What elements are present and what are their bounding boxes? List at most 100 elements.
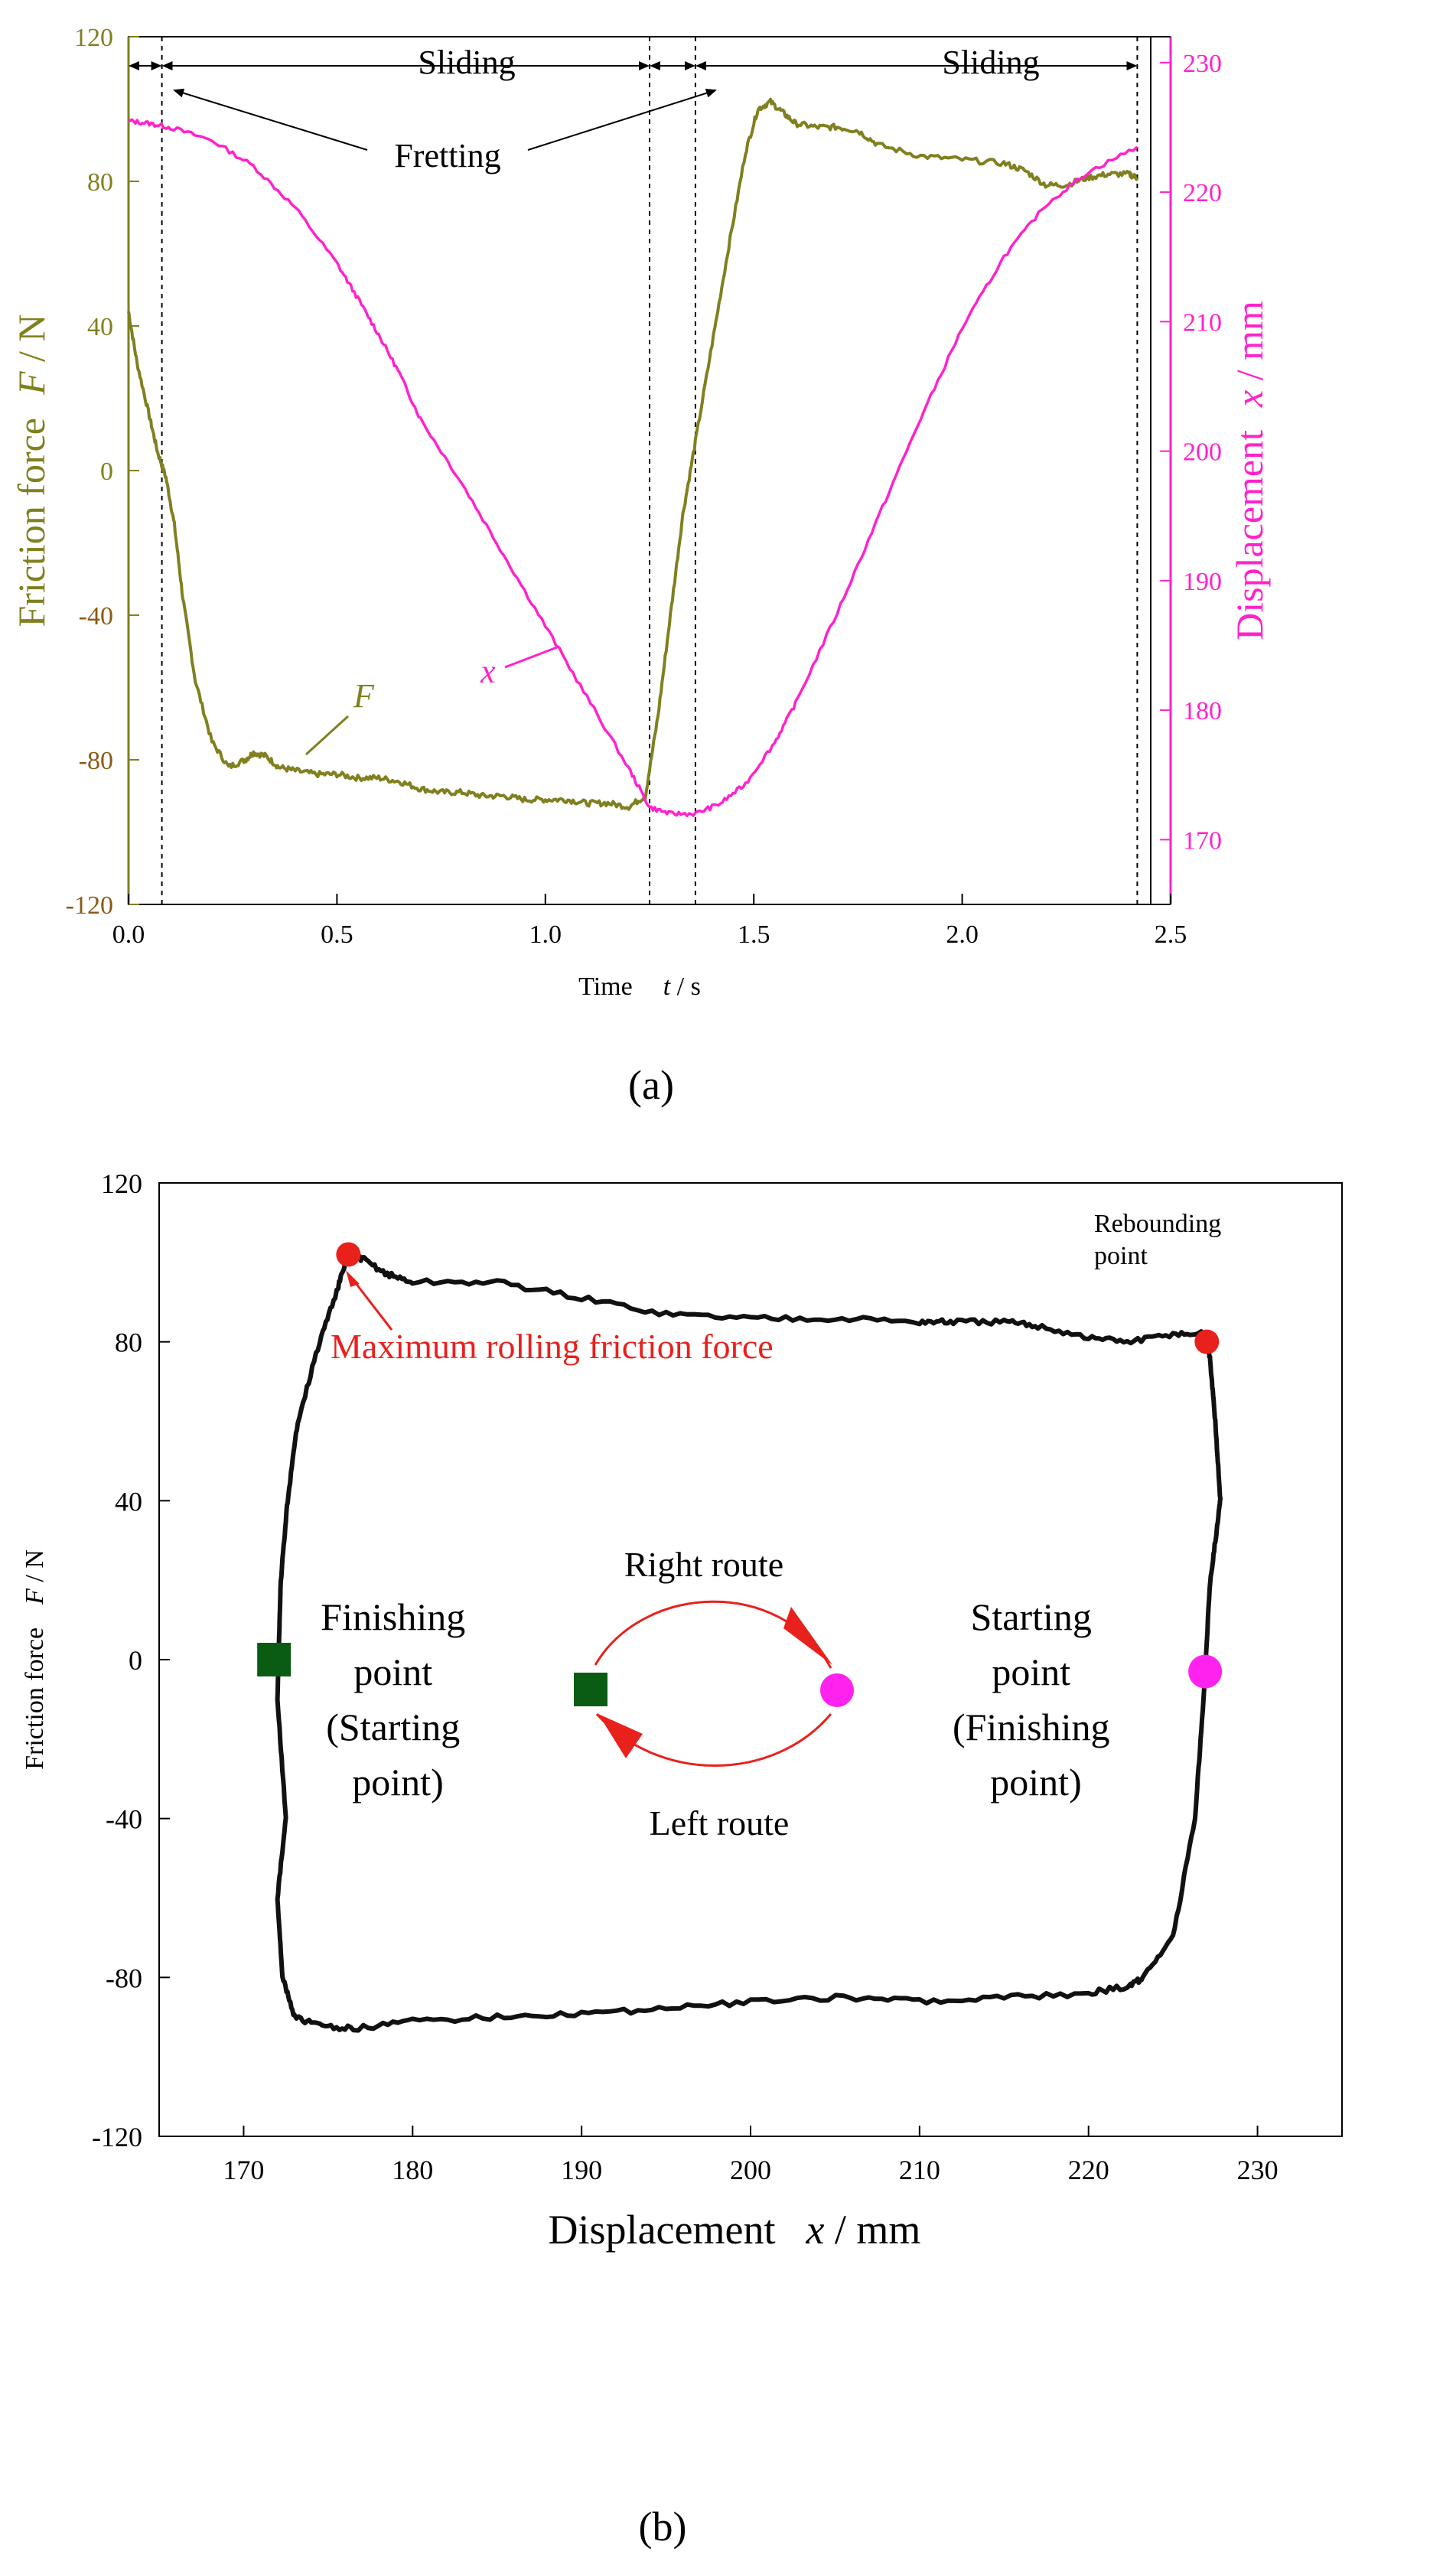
chart-a-y-left-label-var: F — [10, 371, 53, 396]
chart-b-x-label: Displacement x / mm — [549, 2207, 921, 2253]
chart-b-y-tick-label: 0 — [129, 1645, 142, 1676]
chart-b-y-tick-label: -80 — [106, 1963, 142, 1993]
chart-a-left-tick-label: -80 — [79, 747, 113, 775]
chart-a-sliding-label-2: Sliding — [942, 44, 1039, 81]
chart-b-starting-line-4: point) — [990, 1761, 1081, 1803]
chart-b-marker-finishing-square — [257, 1643, 292, 1676]
chart-b-plot-frame — [158, 1182, 1343, 2137]
chart-a-right-tick-label: 230 — [1183, 50, 1222, 78]
chart-b-x-tick-label: 210 — [899, 2155, 940, 2185]
chart-a-left-tick-label: -40 — [79, 602, 113, 630]
svg-text:Friction forceF / N: Friction force F / N — [21, 1549, 49, 1770]
chart-b-right-route-arrowhead — [783, 1607, 832, 1665]
chart-b: 170 180 190 200 210 220 230 120 80 40 0 -40 -80 -120… — [21, 1168, 1343, 2550]
chart-b-x-tick-label: 230 — [1237, 2155, 1278, 2185]
chart-a-fretting-arrow-right — [527, 88, 717, 151]
chart-b-y-tick-label: 120 — [101, 1168, 142, 1199]
chart-a-x-tick-label: 2.0 — [946, 920, 979, 949]
chart-b-marker-max-rolling — [336, 1242, 361, 1267]
chart-a-panel-label: (a) — [628, 1062, 674, 1108]
chart-a-sliding-label-1: Sliding — [418, 44, 515, 81]
chart-b-x-ticks: 170 180 190 200 210 220 230 — [223, 2126, 1278, 2185]
chart-a-left-tick-label: 120 — [74, 24, 113, 52]
chart-b-rebounding-label-1: Rebounding — [1094, 1210, 1221, 1238]
chart-b-finishing-line-3: (Starting — [326, 1706, 460, 1748]
chart-b-y-label-var: F — [21, 1588, 49, 1605]
chart-a-left-tick-label: 0 — [100, 458, 113, 486]
chart-b-finishing-line-2: point — [353, 1650, 432, 1693]
chart-b-y-label-unit: / N — [21, 1549, 49, 1588]
chart-b-x-tick-label: 180 — [392, 2155, 433, 2185]
chart-b-y-label: Friction force F / N — [21, 1549, 49, 1770]
chart-b-y-tick-label: 40 — [115, 1486, 142, 1517]
chart-a-plot-frame — [128, 36, 1151, 905]
chart-b-panel-label: (b) — [639, 2504, 687, 2550]
chart-a-series-x — [128, 118, 1138, 818]
chart-b-x-tick-label: 220 — [1068, 2155, 1109, 2185]
chart-b-max-rolling-arrowhead — [346, 1270, 360, 1287]
chart-a-x-tick-label: 1.5 — [738, 920, 770, 949]
chart-a-right-tick-label: 170 — [1183, 826, 1222, 855]
chart-b-max-rolling-arrow — [349, 1276, 393, 1331]
chart-a-right-tick-label: 210 — [1183, 308, 1222, 337]
chart-b-right-route-label: Right route — [624, 1545, 783, 1584]
chart-a-x-label-prefix: Time — [578, 973, 633, 1001]
chart-a-left-tick-label: 40 — [87, 313, 113, 341]
chart-a-right-tick-label: 190 — [1183, 568, 1222, 596]
chart-a-left-tick-label: -120 — [66, 891, 113, 920]
chart-a-left-tick-label: 80 — [87, 168, 113, 197]
chart-b-series-loop — [275, 1250, 1223, 2033]
chart-b-x-tick-label: 170 — [223, 2155, 264, 2185]
chart-b-y-ticks: 120 80 40 0 -40 -80 -120 — [92, 1168, 170, 2152]
chart-b-y-tick-label: -120 — [92, 2122, 142, 2152]
chart-a-y-right-label-text: Displacement — [1228, 430, 1271, 640]
chart-a-x-tick-label: 1.0 — [529, 920, 562, 949]
svg-text:Friction forceF / N: Friction force F / N — [10, 314, 53, 627]
chart-a-y-right-label: Displacement x / mm — [1228, 301, 1271, 640]
chart-b-route-circle — [820, 1673, 854, 1707]
chart-a-fretting-label: Fretting — [394, 137, 500, 174]
chart-a-y-right-label-unit: / mm — [1228, 301, 1271, 390]
chart-a-y-left-label-text: Friction force — [10, 418, 53, 627]
chart-a-x-tick-label: 0.0 — [112, 920, 145, 949]
chart-a-x-tick-label: 0.5 — [321, 920, 353, 949]
chart-a-series-x-leader — [504, 646, 558, 669]
chart-b-x-label-text: Displacement — [549, 2207, 776, 2253]
chart-a-left-ticks: 120 80 40 0 -40 -80 -120 — [66, 24, 139, 920]
svg-text:Displacementx / mm: Displacement x / mm — [1228, 301, 1271, 640]
chart-a-x-tick-label: 2.5 — [1155, 920, 1187, 949]
chart-b-x-tick-label: 200 — [730, 2155, 771, 2185]
chart-b-y-tick-label: 80 — [115, 1328, 142, 1358]
chart-a-series-F-label: F — [353, 677, 375, 715]
chart-b-left-route-label: Left route — [650, 1803, 790, 1843]
chart-a-x-label-unit: / s — [670, 973, 701, 1001]
chart-a-fretting-arrow-left — [173, 88, 368, 151]
chart-b-finishing-line-4: point) — [352, 1761, 443, 1803]
chart-a-y-left-label-unit: / N — [10, 314, 53, 371]
chart-b-marker-rebounding — [1194, 1329, 1220, 1354]
chart-b-y-tick-label: -40 — [106, 1804, 142, 1835]
chart-b-starting-label: Starting point (Finishing point) — [953, 1595, 1119, 1803]
chart-b-y-label-text: Friction force — [21, 1627, 49, 1770]
chart-a-series-F — [127, 97, 1139, 811]
chart-b-starting-line-3: (Finishing — [953, 1706, 1110, 1748]
chart-a-y-right-label-var: x — [1228, 390, 1271, 408]
chart-b-starting-line-1: Starting — [971, 1595, 1092, 1638]
chart-b-starting-line-2: point — [992, 1650, 1070, 1693]
chart-a-right-ticks: 230 220 210 200 190 180 170 — [1160, 50, 1222, 855]
chart-b-rebounding-label-2: point — [1094, 1242, 1148, 1270]
chart-a: 0.0 0.5 1.0 1.5 2.0 2.5 120 80 40 0 -40 -80 -120 23… — [10, 24, 1271, 1108]
chart-b-finishing-line-1: Finishing — [321, 1595, 465, 1638]
chart-b-route-square — [574, 1673, 607, 1706]
chart-a-y-left-label: Friction force F / N — [10, 314, 53, 627]
chart-b-x-tick-label: 190 — [561, 2155, 602, 2185]
chart-a-right-tick-label: 180 — [1183, 697, 1222, 725]
chart-a-right-tick-label: 220 — [1183, 179, 1222, 207]
chart-a-x-label: Time t / s — [578, 973, 701, 1001]
chart-b-marker-starting-circle — [1188, 1654, 1223, 1689]
chart-a-x-ticks: 0.0 0.5 1.0 1.5 2.0 2.5 — [112, 894, 1187, 949]
chart-a-series-F-leader — [305, 715, 350, 756]
chart-a-right-tick-label: 200 — [1183, 438, 1222, 467]
chart-b-x-label-var: x — [805, 2207, 824, 2253]
chart-b-finishing-label: Finishing point (Starting point) — [321, 1595, 474, 1803]
